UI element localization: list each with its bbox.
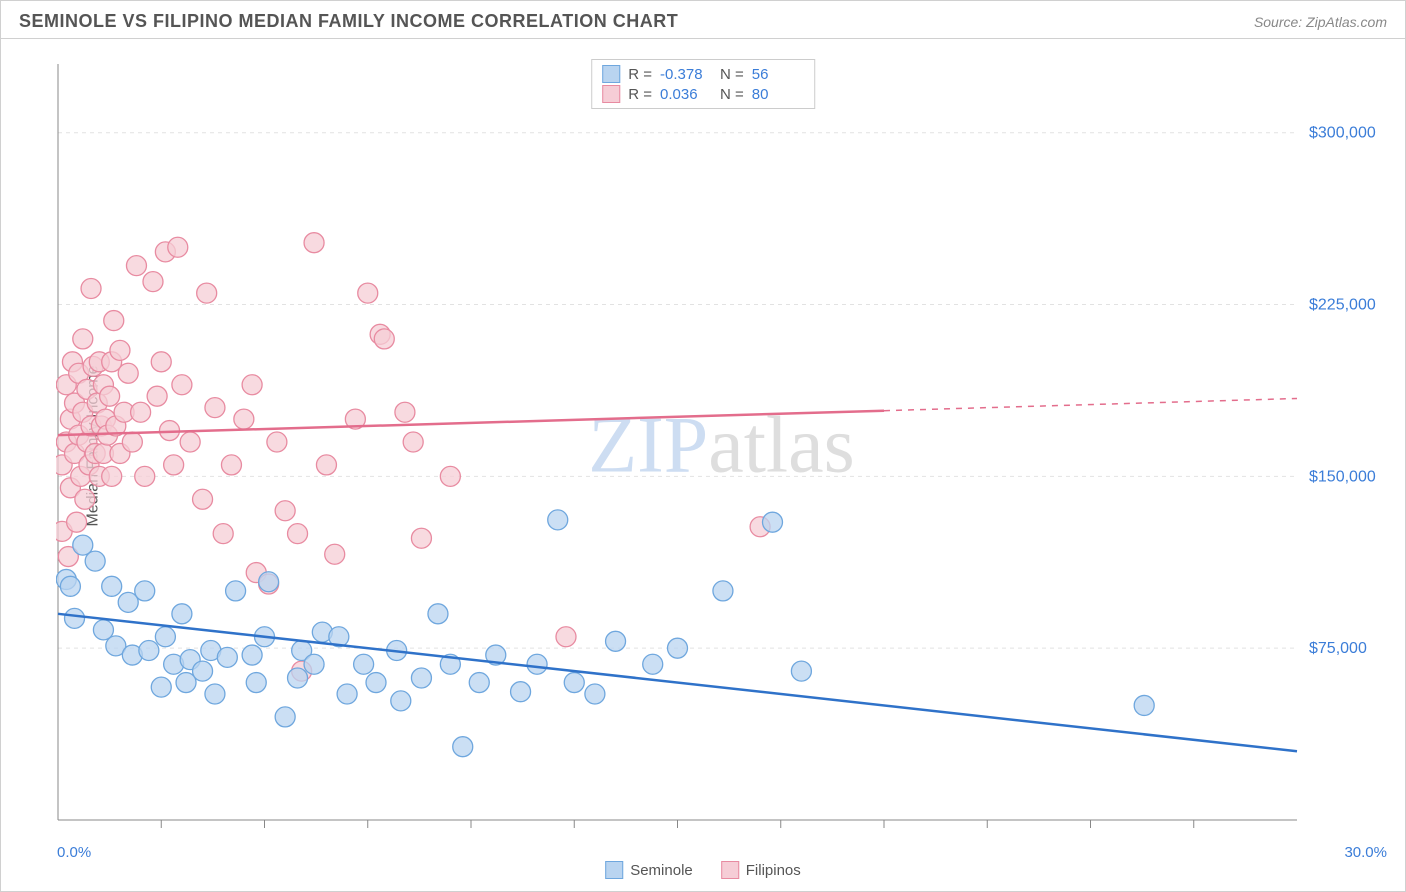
legend-label-seminole: Seminole xyxy=(630,862,693,879)
stat-row-seminole: R = -0.378 N = 56 xyxy=(602,64,804,84)
n-label: N = xyxy=(720,86,744,103)
filipinos-n-value: 80 xyxy=(752,86,804,103)
swatch-seminole xyxy=(605,861,623,879)
svg-text:$300,000: $300,000 xyxy=(1309,125,1376,142)
legend-label-filipinos: Filipinos xyxy=(746,862,801,879)
plot-area: ZIPatlas $75,000$150,000$225,000$300,000 xyxy=(56,56,1387,836)
correlation-stats-box: R = -0.378 N = 56 R = 0.036 N = 80 xyxy=(591,59,815,109)
x-axis-right-label: 30.0% xyxy=(1344,844,1387,861)
chart-title: SEMINOLE VS FILIPINO MEDIAN FAMILY INCOM… xyxy=(19,11,678,32)
series-legend: Seminole Filipinos xyxy=(605,861,801,879)
svg-text:$75,000: $75,000 xyxy=(1309,640,1367,657)
chart-container: SEMINOLE VS FILIPINO MEDIAN FAMILY INCOM… xyxy=(0,0,1406,892)
swatch-filipinos xyxy=(602,85,620,103)
swatch-filipinos xyxy=(721,861,739,879)
seminole-n-value: 56 xyxy=(752,66,804,83)
n-label: N = xyxy=(720,66,744,83)
r-label: R = xyxy=(628,86,652,103)
svg-text:$150,000: $150,000 xyxy=(1309,468,1376,485)
x-axis-left-label: 0.0% xyxy=(57,844,91,861)
chart-header: SEMINOLE VS FILIPINO MEDIAN FAMILY INCOM… xyxy=(1,1,1405,39)
svg-text:$225,000: $225,000 xyxy=(1309,297,1376,314)
filipinos-r-value: 0.036 xyxy=(660,86,712,103)
chart-source: Source: ZipAtlas.com xyxy=(1254,14,1387,30)
seminole-r-value: -0.378 xyxy=(660,66,712,83)
r-label: R = xyxy=(628,66,652,83)
legend-item-filipinos: Filipinos xyxy=(721,861,801,879)
legend-item-seminole: Seminole xyxy=(605,861,693,879)
scatter-plot-svg: $75,000 $150,000 $225,000 $300,000 xyxy=(56,56,1387,836)
stat-row-filipinos: R = 0.036 N = 80 xyxy=(602,84,804,104)
swatch-seminole xyxy=(602,65,620,83)
